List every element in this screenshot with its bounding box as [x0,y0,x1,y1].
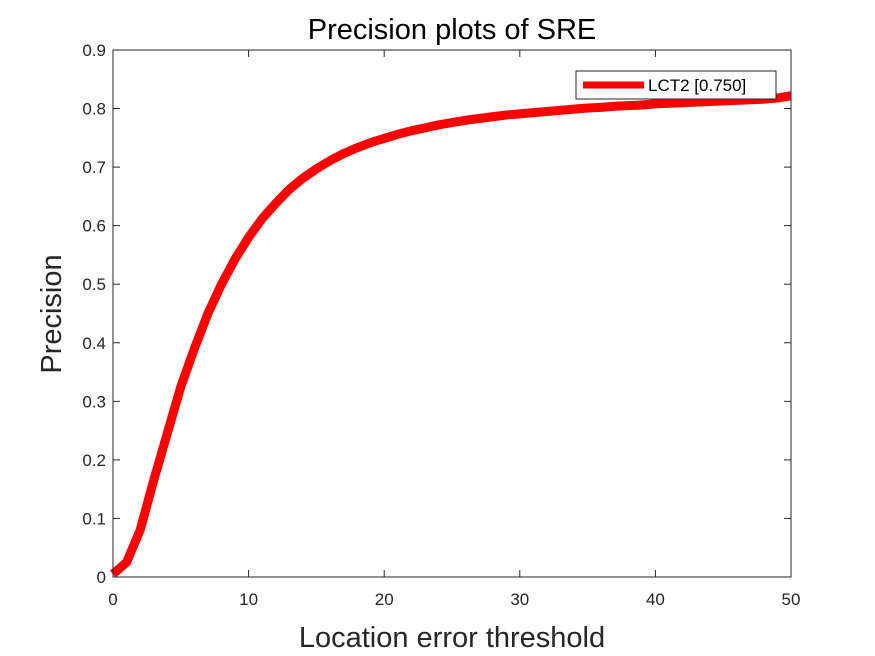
y-tick-label: 0.9 [82,41,106,60]
x-tick-label: 40 [646,590,665,609]
y-tick-label: 0.3 [82,392,106,411]
y-tick-label: 0.1 [82,509,106,528]
y-tick-label: 0.7 [82,158,106,177]
y-tick-label: 0.8 [82,100,106,119]
chart-title: Precision plots of SRE [308,14,597,46]
legend: LCT2 [0.750] [575,70,777,100]
y-tick-label: 0.6 [82,217,106,236]
series-lines [110,91,792,578]
axes-box [112,49,792,578]
series-line [110,91,792,578]
x-tick-label: 50 [782,590,801,609]
plot-area [113,50,791,577]
legend-label: LCT2 [0.750] [648,76,746,95]
y-tick-label: 0.5 [82,275,106,294]
y-axis-label: Precision [36,254,68,373]
y-tick-label: 0 [97,568,106,587]
x-tick-label: 10 [239,590,258,609]
x-tick-label: 0 [108,590,117,609]
x-tick-label: 20 [375,590,394,609]
x-axis-label: Location error threshold [299,622,605,654]
axis-ticks: 0 10 20 30 40 50 0 0.1 0.2 0.3 0.4 0.5 0.6 0.7 0.8 0.9 [82,41,800,609]
y-tick-label: 0.2 [82,451,106,470]
y-tick-label: 0.4 [82,334,106,353]
x-tick-label: 30 [510,590,529,609]
